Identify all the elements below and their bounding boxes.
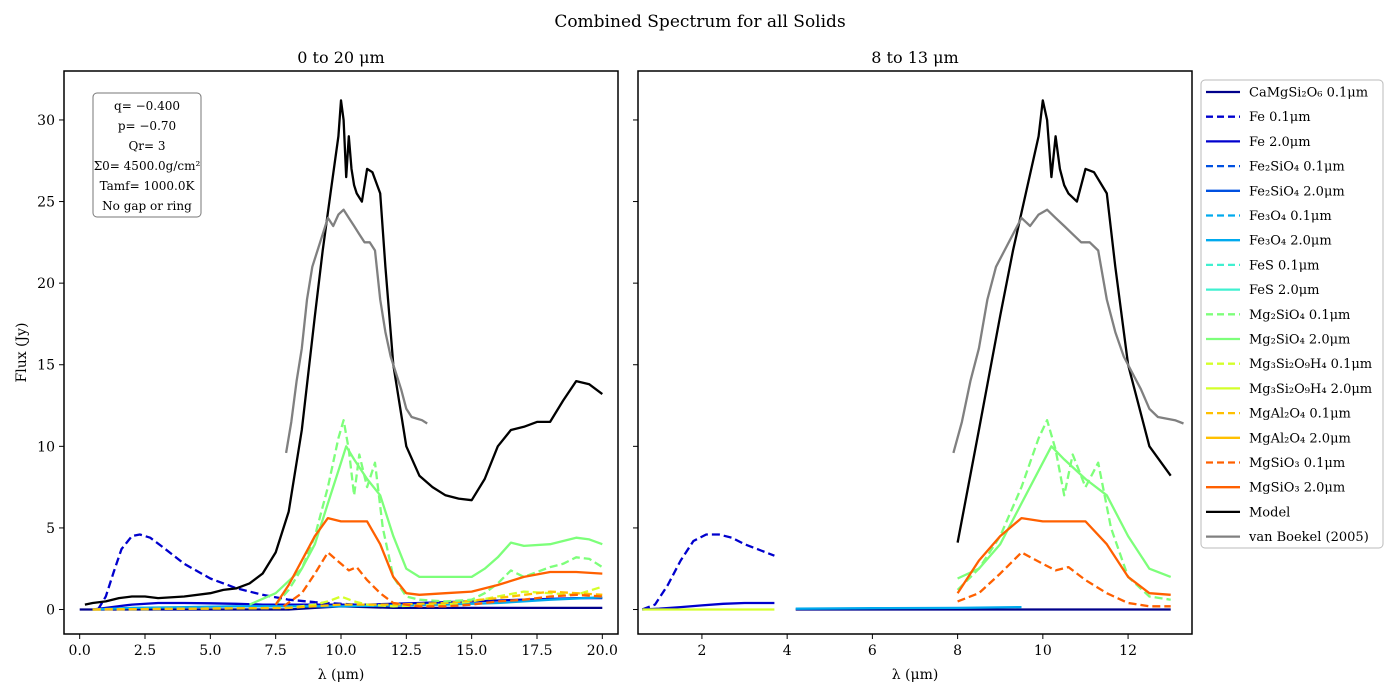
y-tick-label: 30 — [37, 113, 55, 129]
legend-label-camgsi-o-0-1-m: CaMgSi₂O₆ 0.1μm — [1249, 86, 1368, 101]
y-tick-label: 15 — [37, 358, 55, 374]
x-tick-label: 10.0 — [325, 643, 356, 659]
parameter-box-frame — [92, 92, 202, 218]
legend-label-mg-si-o-h-2-0-m: Mg₃Si₂O₉H₄ 2.0μm — [1249, 382, 1372, 397]
x-tick-label: 20.0 — [587, 643, 618, 659]
legend-label-mg-sio-2-0-m: Mg₂SiO₄ 2.0μm — [1249, 333, 1350, 348]
parameter-box: q= −0.400 p= −0.70 Qr= 3 Σ0= 4500.0g/cm² Tam… — [92, 92, 202, 218]
x-tick-label: 0.0 — [69, 643, 91, 659]
legend-label-fe-sio-2-0-m: Fe₂SiO₄ 2.0μm — [1249, 184, 1345, 199]
parameter-line: p= −0.70 — [118, 119, 176, 133]
series-line-mg-si-o-h-0-1-m — [92, 585, 603, 611]
x-tick-label: 10 — [1034, 643, 1052, 659]
figure-suptitle: Combined Spectrum for all Solids — [554, 12, 845, 32]
legend-label-fe-o-2-0-m: Fe₃O₄ 2.0μm — [1249, 234, 1332, 249]
x-tick-label: 15.0 — [456, 643, 487, 659]
x-tick-label: 6 — [868, 643, 877, 659]
x-tick-label: 7.5 — [265, 643, 287, 659]
x-axis-label: λ (μm) — [318, 667, 365, 683]
legend-label-mgal-o-2-0-m: MgAl₂O₄ 2.0μm — [1249, 431, 1351, 446]
y-tick-label: 10 — [37, 439, 55, 455]
legend-label-fes-2-0-m: FeS 2.0μm — [1249, 283, 1320, 298]
y-tick-label: 5 — [46, 521, 55, 537]
series-line-van-boekel-2005 — [284, 208, 428, 454]
parameter-line: Σ0= 4500.0g/cm² — [94, 159, 201, 173]
x-tick-label: 2 — [697, 643, 706, 659]
series-line-mg-sio-0-1-m — [956, 419, 1171, 601]
legend-label-van-boekel-2005: van Boekel (2005) — [1248, 530, 1369, 545]
series-line-fe-o-2-0-m — [92, 596, 603, 611]
parameter-line: Tamf= 1000.0K — [100, 179, 196, 193]
y-tick-label: 25 — [37, 195, 55, 211]
series-line-camgsi-o-0-1-m — [79, 605, 603, 611]
legend-frame — [1200, 79, 1384, 549]
legend-label-mgal-o-0-1-m: MgAl₂O₄ 0.1μm — [1249, 407, 1351, 422]
legend-label-model: Model — [1249, 505, 1290, 520]
legend: CaMgSi₂O₆ 0.1μm Fe 0.1μm Fe 2.0μm Fe₂SiO₄ 0… — [1200, 79, 1384, 549]
panel-title: 8 to 13 μm — [871, 48, 958, 67]
x-tick-label: 4 — [783, 643, 792, 659]
series-line-mgsio-0-1-m — [957, 551, 1171, 608]
legend-label-mgsio-2-0-m: MgSiO₃ 2.0μm — [1249, 481, 1345, 496]
plot-area — [641, 99, 1184, 611]
series-line-fe-0-1-m — [97, 533, 355, 611]
y-tick-label: 0 — [46, 603, 55, 619]
series-line-fe-o-2-0-m — [795, 605, 1022, 610]
series-line-mgsio-2-0-m — [956, 516, 1171, 596]
x-tick-label: 12.5 — [391, 643, 422, 659]
series-line-mgsio-0-1-m — [282, 551, 603, 608]
series-line-mgsio-2-0-m — [274, 516, 603, 606]
legend-label-fes-0-1-m: FeS 0.1μm — [1249, 258, 1320, 273]
panel-title: 0 to 20 μm — [297, 48, 384, 67]
legend-label-mg-sio-0-1-m: Mg₂SiO₄ 0.1μm — [1249, 308, 1350, 323]
plot-area — [79, 99, 603, 611]
axes-frame — [637, 70, 1193, 635]
legend-label-fe-0-1-m: Fe 0.1μm — [1249, 110, 1311, 125]
x-tick-label: 5.0 — [199, 643, 221, 659]
series-line-fe-0-1-m — [641, 533, 775, 611]
y-axis-label: Flux (Jy) — [14, 323, 30, 383]
legend-label-mg-si-o-h-0-1-m: Mg₃Si₂O₉H₄ 0.1μm — [1249, 357, 1372, 372]
legend-label-fe-o-0-1-m: Fe₃O₄ 0.1μm — [1249, 209, 1332, 224]
legend-label-fe-2-0-m: Fe 2.0μm — [1249, 135, 1311, 150]
legend-label-fe-sio-0-1-m: Fe₂SiO₄ 0.1μm — [1249, 160, 1345, 175]
x-tick-label: 17.5 — [521, 643, 552, 659]
x-tick-label: 2.5 — [134, 643, 156, 659]
x-axis-label: λ (μm) — [892, 667, 939, 683]
left-panel: 0.0 2.5 5.0 7.5 10.0 12.5 15.0 17.5 20.0 0 5 10 15 20… — [14, 48, 619, 683]
y-tick-label: 20 — [37, 276, 55, 292]
parameter-line: No gap or ring — [102, 199, 192, 213]
series-line-mg-sio-2-0-m — [957, 445, 1172, 580]
x-tick-label: 12 — [1119, 643, 1137, 659]
series-line-model — [84, 99, 603, 606]
right-panel: 2 4 6 8 10 12 8 to 13 μm λ (μm) — [633, 48, 1193, 683]
series-line-mg-sio-2-0-m — [249, 445, 603, 606]
x-tick-label: 8 — [953, 643, 962, 659]
series-line-van-boekel-2005 — [952, 208, 1184, 454]
legend-label-mgsio-0-1-m: MgSiO₃ 0.1μm — [1249, 456, 1345, 471]
series-line-mg-sio-0-1-m — [274, 419, 603, 606]
series-line-model — [956, 99, 1172, 543]
parameter-line: q= −0.400 — [114, 99, 180, 113]
parameter-line: Qr= 3 — [128, 139, 165, 153]
series-line-mgal-o-0-1-m — [92, 590, 603, 611]
